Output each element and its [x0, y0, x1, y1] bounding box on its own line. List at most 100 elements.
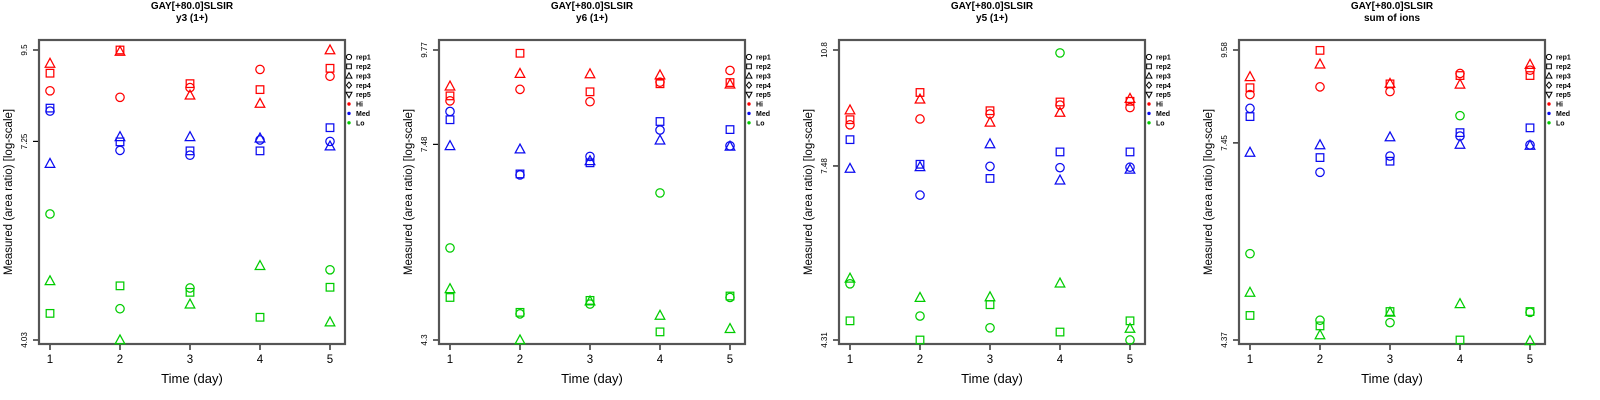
- data-point-hi-square: [1055, 97, 1065, 107]
- data-point-lo-square: [915, 335, 925, 345]
- marker-dot: [1147, 121, 1151, 125]
- marker-circle: [1545, 53, 1553, 61]
- data-point-med-circle: [1315, 167, 1325, 178]
- data-point-hi-circle: [325, 71, 335, 82]
- data-point-lo-square: [1055, 327, 1065, 337]
- data-point-hi-triangle: [44, 57, 56, 68]
- data-point-med-triangle: [324, 139, 336, 151]
- data-point-lo-triangle: [1054, 276, 1066, 288]
- marker-circle: [745, 53, 753, 61]
- y-tick-label: 7.48: [420, 136, 429, 152]
- x-tick-label: 1: [447, 354, 453, 366]
- y-tick-label: 4.37: [1220, 332, 1229, 348]
- data-point-hi-circle: [1385, 86, 1395, 97]
- data-point-lo-circle: [725, 292, 735, 303]
- data-point-med-square: [1245, 112, 1255, 122]
- y-tick-label: 4.3: [420, 334, 429, 346]
- data-point-hi-square: [985, 106, 995, 116]
- marker-triangle: [1145, 71, 1153, 79]
- data-point-med-triangle: [44, 157, 56, 169]
- marker-diamond: [1145, 81, 1153, 90]
- x-tick-label: 2: [117, 354, 123, 366]
- plot-subtitle: sum of ions: [1363, 13, 1421, 24]
- data-point-med-square: [585, 158, 595, 168]
- marker-triangle: [1545, 71, 1553, 79]
- data-point-hi-circle: [1455, 68, 1465, 79]
- data-point-lo-circle: [985, 322, 995, 333]
- plot-box: [837, 38, 1147, 346]
- data-point-lo-square: [1455, 335, 1465, 345]
- x-axis-label: Time (day): [561, 371, 623, 386]
- data-point-med-triangle: [844, 162, 856, 173]
- marker-dot: [347, 111, 351, 116]
- plot-area: 1 2 3 4 5 10.8 7.48 4.31 rep1 rep2 rep3 rep4 rep5 Hi M…: [820, 38, 1171, 366]
- data-point-hi-square: [585, 87, 595, 97]
- data-point-med-square: [1315, 153, 1325, 163]
- data-point-med-triangle: [1384, 130, 1396, 142]
- data-point-hi-square: [845, 115, 855, 125]
- x-tick-label: 4: [1057, 354, 1064, 366]
- x-tick-label: 3: [1387, 354, 1393, 366]
- data-point-med-square: [325, 123, 335, 133]
- data-point-lo-triangle: [324, 315, 336, 327]
- marker-dot: [747, 102, 751, 106]
- data-point-lo-triangle: [1384, 305, 1396, 317]
- marker-square: [346, 63, 352, 70]
- data-point-lo-square: [255, 312, 265, 322]
- data-point-med-square: [445, 115, 455, 125]
- x-tick-label: 3: [987, 354, 993, 366]
- data-point-hi-circle: [845, 120, 855, 130]
- x-tick-label: 4: [257, 354, 264, 366]
- data-point-med-triangle: [724, 139, 736, 151]
- data-point-lo-circle: [1055, 48, 1065, 58]
- data-point-lo-circle: [515, 309, 525, 319]
- data-point-lo-square: [445, 293, 455, 302]
- data-point-hi-circle: [1055, 100, 1065, 110]
- marker-diamond: [1545, 81, 1553, 90]
- data-point-med-circle: [1245, 103, 1255, 114]
- plot-title: GAY[+80.0]SLSIR: [1350, 1, 1434, 12]
- data-point-med-triangle: [184, 130, 196, 142]
- data-point-hi-square: [255, 85, 265, 95]
- data-point-lo-circle: [655, 188, 665, 198]
- marker-triangle-down: [1145, 91, 1153, 99]
- data-point-lo-circle: [1525, 307, 1535, 318]
- data-point-lo-square: [1245, 311, 1255, 320]
- x-tick-label: 2: [917, 354, 923, 366]
- data-point-hi-triangle: [1454, 77, 1466, 89]
- data-point-lo-triangle: [184, 297, 196, 309]
- x-tick-label: 5: [1527, 354, 1533, 366]
- marker-square: [746, 63, 752, 70]
- data-point-med-triangle: [1524, 138, 1536, 150]
- data-point-med-square: [1055, 147, 1065, 157]
- data-point-hi-square: [445, 91, 455, 101]
- legend-label: rep2: [356, 64, 371, 71]
- data-point-hi-triangle: [914, 92, 926, 104]
- data-point-lo-triangle: [1244, 286, 1256, 297]
- data-point-lo-circle: [445, 243, 455, 253]
- x-tick-label: 1: [47, 354, 53, 366]
- marker-dot: [1547, 102, 1551, 106]
- data-point-hi-circle: [255, 64, 265, 75]
- data-point-hi-triangle: [114, 45, 126, 56]
- data-point-hi-circle: [915, 114, 925, 124]
- data-point-lo-triangle: [44, 274, 56, 286]
- data-point-hi-circle: [725, 65, 735, 76]
- data-point-lo-circle: [115, 303, 125, 314]
- data-point-hi-triangle: [184, 88, 196, 100]
- data-point-med-square: [185, 146, 195, 156]
- data-point-lo-triangle: [254, 259, 266, 271]
- data-point-lo-circle: [845, 278, 855, 289]
- data-point-lo-square: [655, 327, 665, 337]
- marker-dot: [1547, 121, 1551, 125]
- data-point-hi-square: [1245, 83, 1255, 93]
- data-point-lo-triangle: [1454, 297, 1466, 309]
- marker-triangle-down: [345, 91, 353, 99]
- x-axis-label: Time (day): [1361, 371, 1423, 386]
- marker-triangle-down: [1545, 91, 1553, 99]
- data-point-med-circle: [1055, 162, 1065, 173]
- x-tick-label: 1: [847, 354, 853, 366]
- data-point-med-triangle: [914, 160, 926, 172]
- data-point-med-circle: [915, 190, 925, 200]
